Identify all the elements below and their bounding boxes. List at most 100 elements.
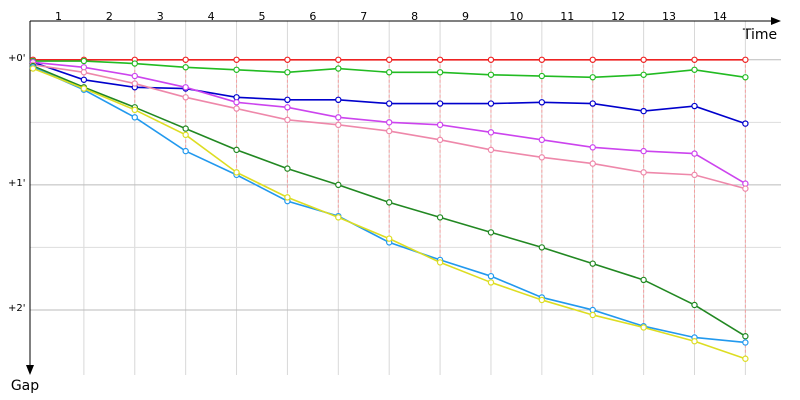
data-point <box>284 165 291 172</box>
data-point <box>80 85 88 92</box>
data-point <box>284 96 291 104</box>
data-point <box>80 76 88 83</box>
data-point <box>742 355 749 362</box>
data-point <box>691 66 698 73</box>
data-point <box>640 324 647 331</box>
data-point <box>131 114 138 121</box>
data-point <box>589 74 596 81</box>
data-point <box>538 72 546 80</box>
data-point <box>182 131 189 139</box>
data-point <box>742 333 749 340</box>
data-point <box>284 104 291 111</box>
data-point <box>589 160 596 167</box>
data-point <box>436 259 444 266</box>
data-point <box>487 100 495 107</box>
data-point <box>742 74 749 81</box>
data-point <box>335 56 342 63</box>
data-point <box>640 56 647 63</box>
data-point <box>284 116 291 124</box>
data-point <box>589 56 596 63</box>
data-point <box>131 80 138 87</box>
y-tick-label: +2' <box>8 303 26 314</box>
data-point <box>233 105 240 112</box>
data-point <box>385 235 393 242</box>
data-point <box>691 102 698 110</box>
y-tick-label: +1' <box>8 178 26 189</box>
data-point <box>233 66 240 73</box>
data-point <box>538 56 546 63</box>
data-point <box>487 229 495 236</box>
data-point <box>436 100 444 107</box>
x-axis-label: Time <box>742 27 777 43</box>
x-tick-label: 9 <box>462 10 469 23</box>
x-tick-label: 7 <box>360 10 367 23</box>
data-point <box>182 125 189 132</box>
x-axis-arrow <box>771 17 781 25</box>
data-point <box>691 338 698 345</box>
x-tick-label: 13 <box>662 10 676 23</box>
data-point <box>487 279 495 286</box>
data-point <box>182 94 189 101</box>
data-point <box>80 57 88 65</box>
data-point <box>538 99 546 106</box>
data-point <box>487 56 495 63</box>
data-point <box>385 100 393 107</box>
x-tick-label: 14 <box>713 10 727 23</box>
x-tick-label: 12 <box>611 10 625 23</box>
y-tick-label: +0' <box>8 53 26 64</box>
data-point <box>80 69 88 76</box>
data-point <box>589 311 596 319</box>
data-point <box>284 56 291 63</box>
data-point <box>742 185 749 192</box>
data-point <box>233 56 240 63</box>
data-point <box>385 127 393 135</box>
y-axis-arrow <box>26 365 34 375</box>
data-point <box>436 136 444 144</box>
data-point <box>487 272 495 280</box>
data-point <box>284 194 291 201</box>
data-point <box>589 260 596 267</box>
data-point <box>385 69 393 76</box>
data-point <box>691 56 698 63</box>
data-point <box>538 154 546 161</box>
data-point <box>29 65 37 72</box>
x-tick-label: 3 <box>157 10 164 23</box>
x-tick-label: 10 <box>509 10 523 23</box>
data-point <box>640 276 647 284</box>
data-point <box>182 147 189 155</box>
x-tick-label: 8 <box>411 10 418 23</box>
data-point <box>640 71 647 78</box>
data-point <box>640 169 647 176</box>
x-tick-label: 5 <box>258 10 265 23</box>
data-point <box>538 136 546 144</box>
data-point <box>742 120 749 127</box>
data-point <box>538 244 546 251</box>
x-tick-label: 11 <box>560 10 574 23</box>
data-point <box>436 56 444 63</box>
data-point <box>538 296 546 304</box>
data-point <box>487 71 495 78</box>
data-point <box>335 214 342 221</box>
data-point <box>589 144 596 151</box>
data-point <box>640 107 647 115</box>
data-point <box>182 64 189 71</box>
data-point <box>233 169 240 176</box>
data-point <box>691 171 698 179</box>
data-point <box>233 99 240 106</box>
data-point <box>385 119 393 126</box>
data-point <box>385 199 393 206</box>
data-point <box>487 146 495 154</box>
data-point <box>742 339 749 346</box>
data-point <box>182 84 189 91</box>
data-point <box>691 301 698 309</box>
data-point <box>436 214 444 221</box>
data-point <box>284 69 291 76</box>
data-point <box>131 72 138 80</box>
data-point <box>640 147 647 155</box>
data-point <box>335 65 342 72</box>
data-point <box>589 100 596 107</box>
data-point <box>335 181 342 189</box>
data-point <box>436 69 444 76</box>
